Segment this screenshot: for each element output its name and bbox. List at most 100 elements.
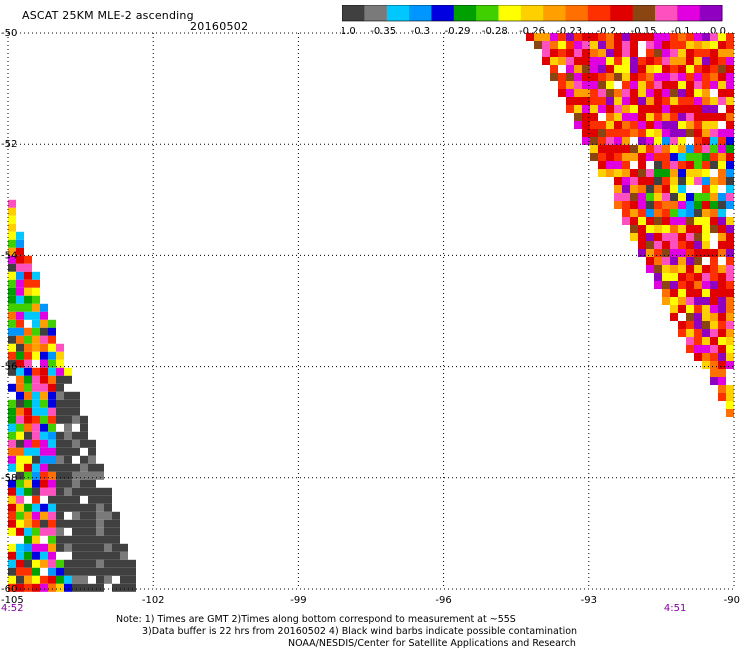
wind-cell [72,447,80,456]
wind-cell [24,575,32,584]
wind-map: -105 -102 -99 -96 -93 -90 -50 -52 -54 -56 -58 -60 4:… [1,28,740,612]
wind-cell [670,105,678,113]
wind-cell [550,33,558,41]
wind-cell [614,193,622,201]
wind-cell [646,257,654,265]
wind-cell [8,207,16,216]
wind-cell [590,129,598,137]
wind-cell [112,519,120,528]
wind-cell [726,345,734,353]
wind-cell [590,41,598,49]
wind-cell [622,217,630,225]
wind-cell [726,401,734,409]
wind-cell [710,137,718,145]
wind-cell [56,343,64,352]
wind-cell [64,503,72,512]
wind-cell [598,129,606,137]
lon-tick-label: -105 [1,595,24,606]
wind-cell [40,303,48,312]
wind-cell [96,535,104,544]
wind-cell [32,463,40,472]
wind-cell [654,121,662,129]
wind-cell [56,519,64,528]
wind-cell [678,273,686,281]
wind-cell [694,353,702,361]
wind-cell [694,145,702,153]
wind-cell [32,511,40,520]
wind-cell [56,511,64,520]
wind-cell [654,249,662,257]
wind-cell [606,145,614,153]
wind-cell [654,113,662,121]
wind-cell [718,329,726,337]
wind-cell [56,367,64,376]
wind-cell [16,543,24,552]
lon-tick-label: -102 [142,595,165,606]
wind-cell [678,185,686,193]
wind-cell [32,343,40,352]
wind-cell [678,65,686,73]
wind-cell [718,33,726,41]
wind-cell [48,527,56,536]
lon-tick-label: -90 [724,595,740,606]
wind-cell [694,169,702,177]
wind-cell [48,351,56,360]
wind-cell [686,81,694,89]
wind-cell [96,559,104,568]
wind-cell [32,407,40,416]
wind-cell [678,289,686,297]
wind-cell [64,583,72,592]
wind-cell [686,273,694,281]
wind-cell [48,479,56,488]
wind-cell [686,153,694,161]
wind-cell [718,337,726,345]
wind-cell [88,439,96,448]
wind-cell [8,343,16,352]
wind-cell [606,153,614,161]
wind-cell [702,89,710,97]
wind-cell [702,217,710,225]
wind-cell [662,273,670,281]
wind-cell [710,305,718,313]
wind-cell [128,559,136,568]
wind-cell [726,65,734,73]
wind-cell [702,305,710,313]
color-scale-bar: -1.0 -0.35 -0.3 -0.29 -0.28 -0.26 -0.23 -0.2 -0.… [342,5,726,35]
wind-cell [726,281,734,289]
wind-cell [598,81,606,89]
wind-cell [686,121,694,129]
wind-cell [678,177,686,185]
wind-cell [566,65,574,73]
wind-cell [686,169,694,177]
wind-cell [32,367,40,376]
colorbar-swatch [610,5,634,21]
wind-cell [710,369,718,377]
wind-cell [32,559,40,568]
wind-cell [56,463,64,472]
wind-cell [24,527,32,536]
wind-cell [614,169,622,177]
wind-cell [702,209,710,217]
wind-cell [40,319,48,328]
wind-cell [32,583,40,592]
wind-cell [598,169,606,177]
wind-cell [686,105,694,113]
wind-cell [24,407,32,416]
wind-cell [48,551,56,560]
wind-cell [80,415,88,424]
wind-cell [622,145,630,153]
wind-cell [710,57,718,65]
wind-cell [630,153,638,161]
wind-cell [638,81,646,89]
wind-cell [630,73,638,81]
wind-cell [718,249,726,257]
wind-cells [8,33,734,592]
wind-cell [710,209,718,217]
wind-cell [24,471,32,480]
wind-cell [88,495,96,504]
wind-cell [566,81,574,89]
wind-cell [638,153,646,161]
wind-cell [646,169,654,177]
wind-cell [16,415,24,424]
wind-cell [710,185,718,193]
